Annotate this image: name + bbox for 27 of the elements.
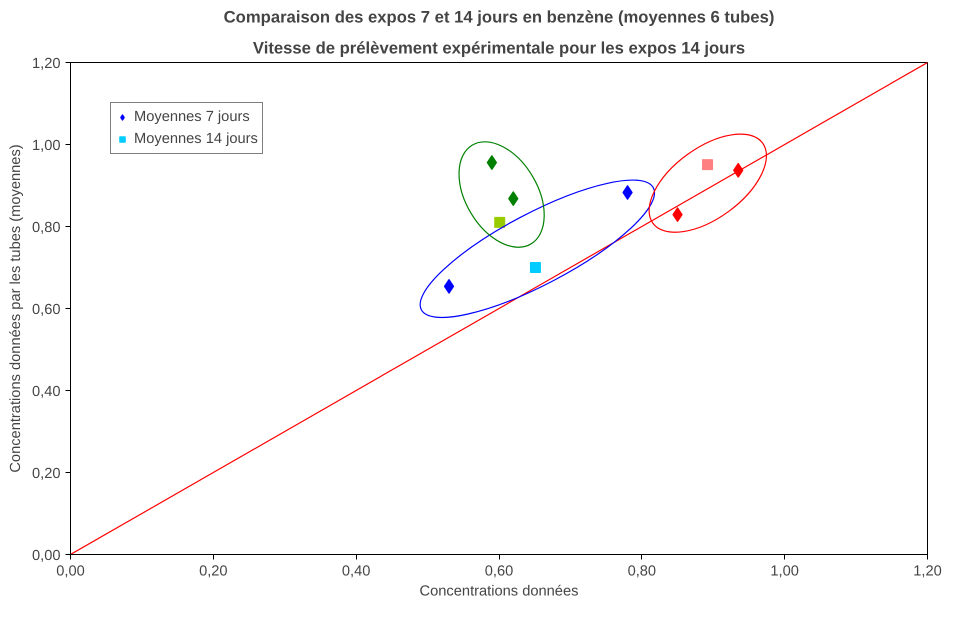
x-tick-label: 1,20 — [913, 564, 942, 580]
y-tick-label: 1,00 — [32, 138, 61, 154]
point — [444, 278, 454, 294]
legend-label: Moyennes 14 jours — [134, 131, 258, 147]
y-axis-title: Concentrations données par les tubes (moyennes) — [8, 144, 24, 473]
y-tick-label: 0,60 — [32, 302, 61, 318]
x-tick-label: 0,60 — [484, 564, 514, 580]
y-tick-label: 0,40 — [32, 384, 61, 400]
point — [530, 262, 541, 273]
y-tick-label: 0,20 — [32, 466, 61, 482]
chart-subtitle: Vitesse de prélèvement expérimentale pour les expos 14 jours — [252, 38, 746, 58]
y-tick-label: 0,80 — [32, 220, 61, 236]
point — [486, 155, 498, 170]
legend-label: Moyennes 7 jours — [134, 109, 250, 125]
point — [622, 184, 633, 200]
x-tick-label: 0,20 — [199, 564, 228, 580]
y-tick-label: 1,20 — [32, 56, 61, 72]
x-tick-label: 0,80 — [628, 564, 656, 580]
chart-title: Comparaison des expos 7 et 14 jours en benzène (moyennes 6 tubes) — [224, 8, 774, 26]
y-tick-label: 0,00 — [32, 548, 61, 564]
point — [702, 159, 714, 170]
x-axis-title: Concentrations données — [420, 584, 578, 600]
point — [494, 216, 506, 228]
x-tick-label: 1,00 — [770, 564, 799, 580]
x-tick-label: 0,40 — [342, 564, 370, 580]
x-tick-label: 0,00 — [56, 564, 85, 580]
point — [672, 207, 683, 222]
